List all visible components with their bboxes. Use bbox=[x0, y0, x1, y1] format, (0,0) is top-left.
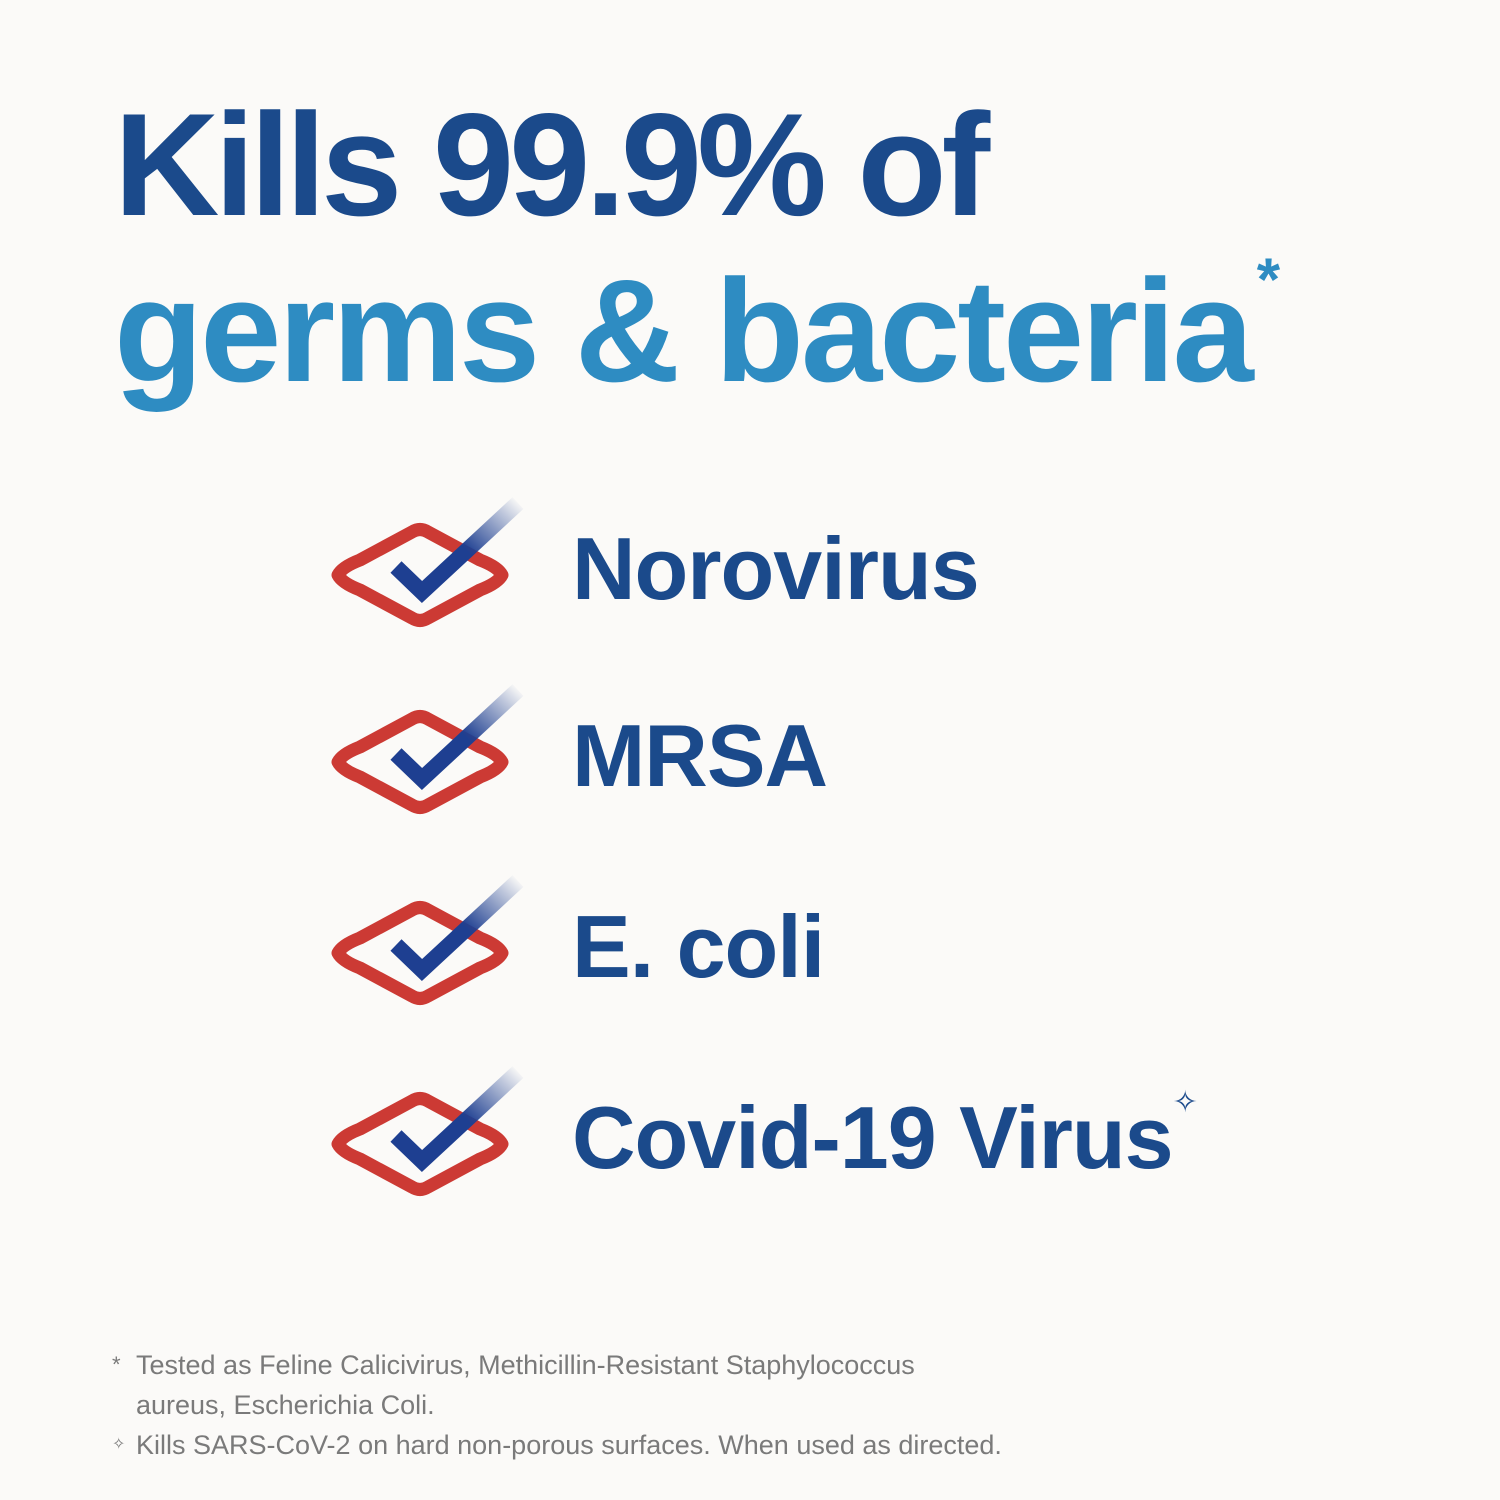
item-label: E. coli bbox=[572, 903, 825, 991]
sparkle-mark: ✧ bbox=[112, 1436, 126, 1453]
sparkle-mark: ✧ bbox=[1172, 1086, 1198, 1119]
item-label: Norovirus bbox=[572, 525, 980, 613]
check-badge-icon bbox=[331, 875, 524, 1005]
asterisk-mark: * bbox=[112, 1352, 121, 1377]
list-item-e-coli: E. coli bbox=[330, 875, 1230, 1015]
headline-line-2-text: germs & bacteria bbox=[114, 249, 1254, 412]
footnote-2: ✧ Kills SARS-CoV-2 on hard non-porous sur… bbox=[112, 1425, 1002, 1465]
headline-line-1: Kills 99.9% of bbox=[114, 83, 990, 246]
footnote-text-cont: aureus, Escherichia Coli. bbox=[136, 1390, 435, 1420]
footnote-text: Tested as Feline Calicivirus, Methicilli… bbox=[136, 1350, 915, 1380]
list-item-mrsa: MRSA bbox=[330, 684, 1230, 824]
item-label-text: E. coli bbox=[572, 897, 825, 996]
item-label-text: Covid-19 Virus bbox=[572, 1088, 1174, 1187]
footnote-1-cont: aureus, Escherichia Coli. bbox=[112, 1385, 1002, 1425]
list-item-norovirus: Norovirus bbox=[330, 497, 1230, 637]
item-label: MRSA bbox=[572, 712, 828, 800]
item-label: Covid-19 Virus✧ bbox=[572, 1088, 1198, 1182]
headline-asterisk: * bbox=[1256, 246, 1280, 313]
check-badge-icon bbox=[331, 684, 524, 814]
check-badge-icon bbox=[331, 1066, 524, 1196]
list-item-covid-19: Covid-19 Virus✧ bbox=[330, 1066, 1230, 1206]
footnotes: * Tested as Feline Calicivirus, Methicill… bbox=[112, 1345, 1002, 1465]
item-label-text: MRSA bbox=[572, 706, 828, 805]
check-badge-icon bbox=[331, 497, 524, 627]
headline-line-2: germs & bacteria * bbox=[114, 250, 1280, 404]
footnote-text: Kills SARS-CoV-2 on hard non-porous surf… bbox=[136, 1430, 1002, 1460]
footnote-1: * Tested as Feline Calicivirus, Methicill… bbox=[112, 1345, 1002, 1385]
item-label-text: Norovirus bbox=[572, 519, 980, 618]
